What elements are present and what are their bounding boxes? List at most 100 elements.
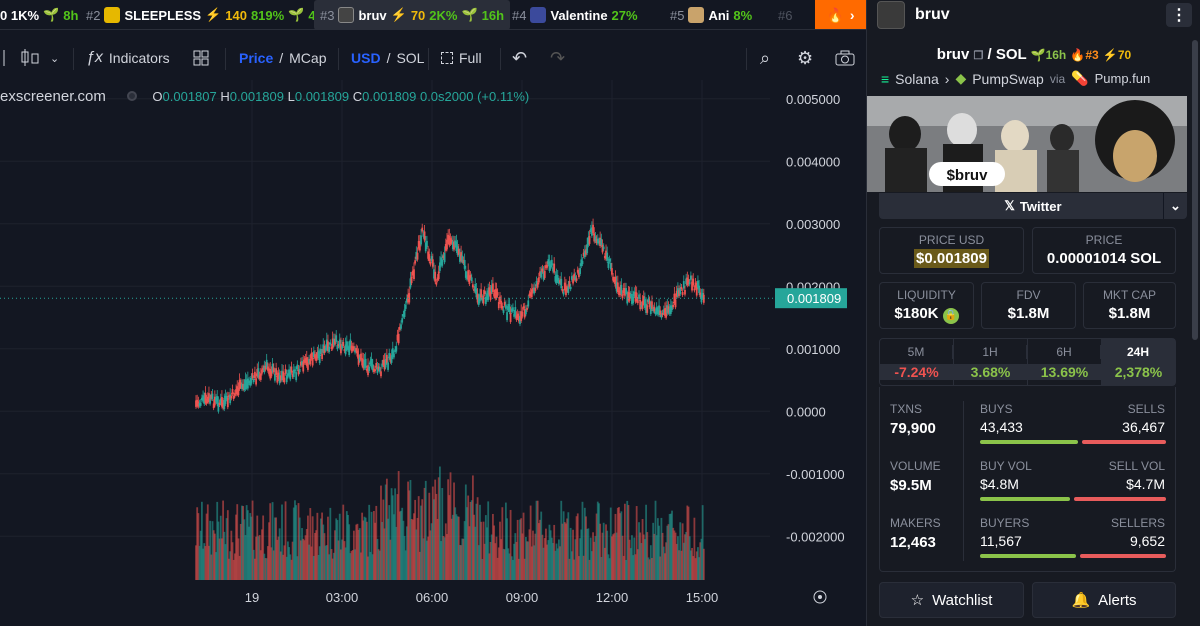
volume-bar: [274, 517, 276, 580]
candle-body: [698, 285, 701, 294]
volume-bar: [206, 504, 209, 580]
price-sol-label: PRICE: [1085, 233, 1123, 247]
volume-bar: [588, 559, 591, 580]
candle-body: [466, 275, 468, 280]
trending-tab-2[interactable]: #2 SLEEPLESS ⚡ 140 819% 🌱 4h: [86, 0, 324, 29]
change-5m[interactable]: 5M -7.24%: [880, 339, 954, 385]
trending-tab-3[interactable]: #3 bruv ⚡ 70 2K% 🌱 16h: [314, 0, 511, 29]
tab-name: SLEEPLESS: [124, 7, 202, 23]
volume-bar: [471, 475, 474, 580]
undo-button[interactable]: ↶: [512, 38, 527, 78]
volume-bar: [490, 534, 493, 580]
chevron-right-icon: ›: [944, 70, 950, 87]
currency-toggle[interactable]: USD / SOL: [351, 50, 425, 66]
quick-search-button[interactable]: ⌕: [760, 38, 770, 78]
more-menu-button[interactable]: ⋮: [1166, 3, 1192, 27]
volume-bar: [686, 505, 689, 580]
chevron-down-icon[interactable]: ⌄: [1163, 193, 1187, 219]
candle-body: [365, 368, 368, 371]
candle-body: [599, 237, 602, 247]
volume-bar: [244, 535, 247, 580]
watchlist-button[interactable]: ☆ Watchlist: [879, 582, 1024, 618]
buy-vol-label: BUY VOL: [980, 459, 1032, 473]
volume-bar: [433, 499, 435, 580]
change-label: 6H: [1028, 345, 1101, 359]
launchpad-name[interactable]: Pump.fun: [1094, 71, 1151, 86]
volume-bar: [487, 501, 490, 580]
trending-tab-5[interactable]: #5 Ani 8%: [670, 0, 752, 29]
volume-bar: [520, 518, 523, 580]
volume-bar: [285, 556, 288, 580]
trending-tab-4[interactable]: #4 Valentine 27%: [512, 0, 638, 29]
volume-bar: [263, 553, 266, 580]
chart-toolbar: ⌄ ƒx Indicators Price / MCap USD / SOL F…: [0, 38, 866, 78]
settings-button[interactable]: ⚙: [797, 38, 813, 78]
candle-body: [615, 282, 618, 292]
candle-body: [552, 267, 554, 272]
candle-body: [328, 346, 331, 352]
usd-option[interactable]: USD: [351, 50, 381, 66]
panel-title: bruv: [915, 6, 950, 23]
price-chart[interactable]: 0.0050000.0040000.0030000.0020000.001000…: [0, 80, 866, 610]
panel-scrollbar[interactable]: [1192, 40, 1198, 340]
volume-bar: [373, 511, 375, 580]
candle-body: [292, 369, 295, 378]
volume-bar: [312, 555, 315, 580]
candle-body: [341, 344, 344, 349]
candle-body: [590, 227, 593, 236]
change-24h[interactable]: 24H 2,378%: [1102, 339, 1175, 385]
tab-change: 27%: [611, 7, 638, 23]
twitter-link[interactable]: 𝕏 Twitter ⌄: [879, 193, 1187, 219]
candle-body: [678, 290, 680, 296]
change-6h[interactable]: 6H 13.69%: [1028, 339, 1102, 385]
chain-name[interactable]: Solana: [895, 70, 939, 87]
makers-value: 12,463: [890, 534, 936, 551]
price-option[interactable]: Price: [239, 50, 274, 66]
tab-name: 0 1K%: [0, 7, 40, 23]
candle-body: [574, 276, 577, 281]
trending-tab-6[interactable]: #6: [778, 0, 792, 29]
candle-body: [471, 284, 474, 288]
volume-bar: [464, 484, 467, 580]
candle-body: [301, 361, 303, 366]
indicators-button[interactable]: ƒx Indicators: [86, 38, 170, 78]
star-icon: ☆: [910, 592, 925, 609]
trending-tab-1[interactable]: 0 1K% 🌱 8h: [0, 0, 78, 29]
sol-option[interactable]: SOL: [396, 50, 425, 66]
price-usd-box: PRICE USD $0.001809: [879, 227, 1024, 274]
candle-body: [668, 308, 671, 314]
volume-bar: [321, 512, 323, 580]
change-1h[interactable]: 1H 3.68%: [954, 339, 1028, 385]
volume-bar: [427, 536, 430, 580]
volume-bar: [477, 545, 480, 580]
candle-body: [486, 293, 488, 300]
volume-bar: [376, 538, 379, 580]
copy-icon[interactable]: ❐: [973, 50, 984, 62]
dex-name[interactable]: PumpSwap: [972, 70, 1044, 87]
volume-bar: [573, 559, 576, 580]
alerts-button[interactable]: 🔔 Alerts: [1032, 582, 1176, 618]
mcap-option[interactable]: MCap: [289, 50, 327, 66]
candle-body: [436, 277, 439, 281]
volume-bar: [266, 546, 269, 580]
volume-bar: [357, 529, 360, 580]
eye-icon[interactable]: [127, 91, 138, 101]
candle-body: [453, 241, 455, 250]
candle-body: [464, 271, 467, 278]
candle-body: [468, 275, 471, 284]
fullscreen-button[interactable]: Full: [441, 38, 482, 78]
candle-body: [408, 293, 411, 303]
volume-bar: [212, 530, 215, 580]
volume-bar: [507, 548, 510, 580]
templates-button[interactable]: [193, 38, 209, 78]
screenshot-button[interactable]: [835, 38, 855, 78]
candle-body: [481, 297, 484, 302]
candle-body: [521, 311, 524, 317]
chart-type-button[interactable]: ⌄: [0, 38, 59, 78]
trending-more-button[interactable]: 🔥 ›: [815, 0, 866, 29]
redo-button[interactable]: ↷: [550, 38, 565, 78]
bolt-icon: ⚡: [390, 7, 407, 22]
price-mcap-toggle[interactable]: Price / MCap: [239, 50, 327, 66]
volume-bar: [349, 553, 352, 580]
candle-body: [402, 314, 405, 317]
